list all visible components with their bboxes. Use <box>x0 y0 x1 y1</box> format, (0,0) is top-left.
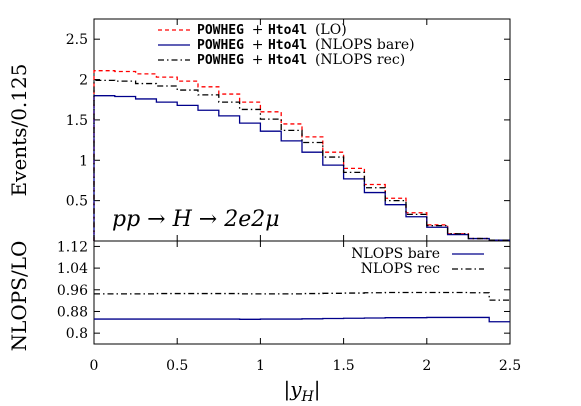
x-tick-label: 2.5 <box>499 358 521 374</box>
x-axis-title: |yH| <box>283 377 320 405</box>
top-y-ticks: 0.5 1 1.5 2 2.5 <box>66 32 510 210</box>
x-tick-label: 2 <box>422 358 431 374</box>
top-y-tick-label: 2.5 <box>66 32 88 48</box>
process-annotation: pp → H → 2e2μ <box>112 207 280 232</box>
top-legend-label-2: POWHEG + Hto4l (NLOPS rec) <box>197 52 405 68</box>
bottom-y-tick-label: 0.8 <box>66 326 88 342</box>
bottom-y-axis-title: NLOPS/LO <box>7 241 31 352</box>
top-series-line-1 <box>93 95 510 241</box>
top-y-tick-label: 1 <box>79 153 88 169</box>
top-series-group <box>93 70 510 241</box>
x-tick-label: 0 <box>90 358 99 374</box>
top-y-tick-label: 1.5 <box>66 113 88 129</box>
bottom-y-tick-label: 1.12 <box>57 239 88 255</box>
bottom-y-tick-label: 0.88 <box>57 304 88 320</box>
x-ticks: 0 0.5 1 1.5 2 2.5 <box>90 19 521 374</box>
top-y-tick-label: 0.5 <box>66 194 88 210</box>
bottom-series-line-0 <box>94 316 510 323</box>
bottom-y-tick-label: 0.96 <box>57 283 88 299</box>
x-tick-label: 1.5 <box>332 358 354 374</box>
bottom-panel-frame <box>93 240 511 345</box>
top-legend-label-1: POWHEG + Hto4l (NLOPS bare) <box>197 37 415 53</box>
top-series-line-0 <box>93 70 510 241</box>
top-legend: POWHEG + Hto4l (LO)POWHEG + Hto4l (NLOPS… <box>158 22 415 68</box>
top-y-axis-title: Events/0.125 <box>7 64 31 197</box>
top-y-tick-label: 2 <box>79 73 88 89</box>
top-series-line-2 <box>93 79 510 241</box>
bottom-y-ticks: 0.8 0.88 0.96 1.04 1.12 <box>57 239 510 342</box>
bottom-series-line-1 <box>94 291 510 301</box>
bottom-legend-label-0: NLOPS bare <box>351 246 440 262</box>
top-legend-label-0: POWHEG + Hto4l (LO) <box>197 22 347 38</box>
bottom-series-group <box>94 291 510 323</box>
bottom-legend-label-1: NLOPS rec <box>361 261 440 277</box>
bottom-y-tick-label: 1.04 <box>57 261 88 277</box>
x-tick-label: 0.5 <box>166 358 188 374</box>
x-tick-label: 1 <box>256 358 265 374</box>
